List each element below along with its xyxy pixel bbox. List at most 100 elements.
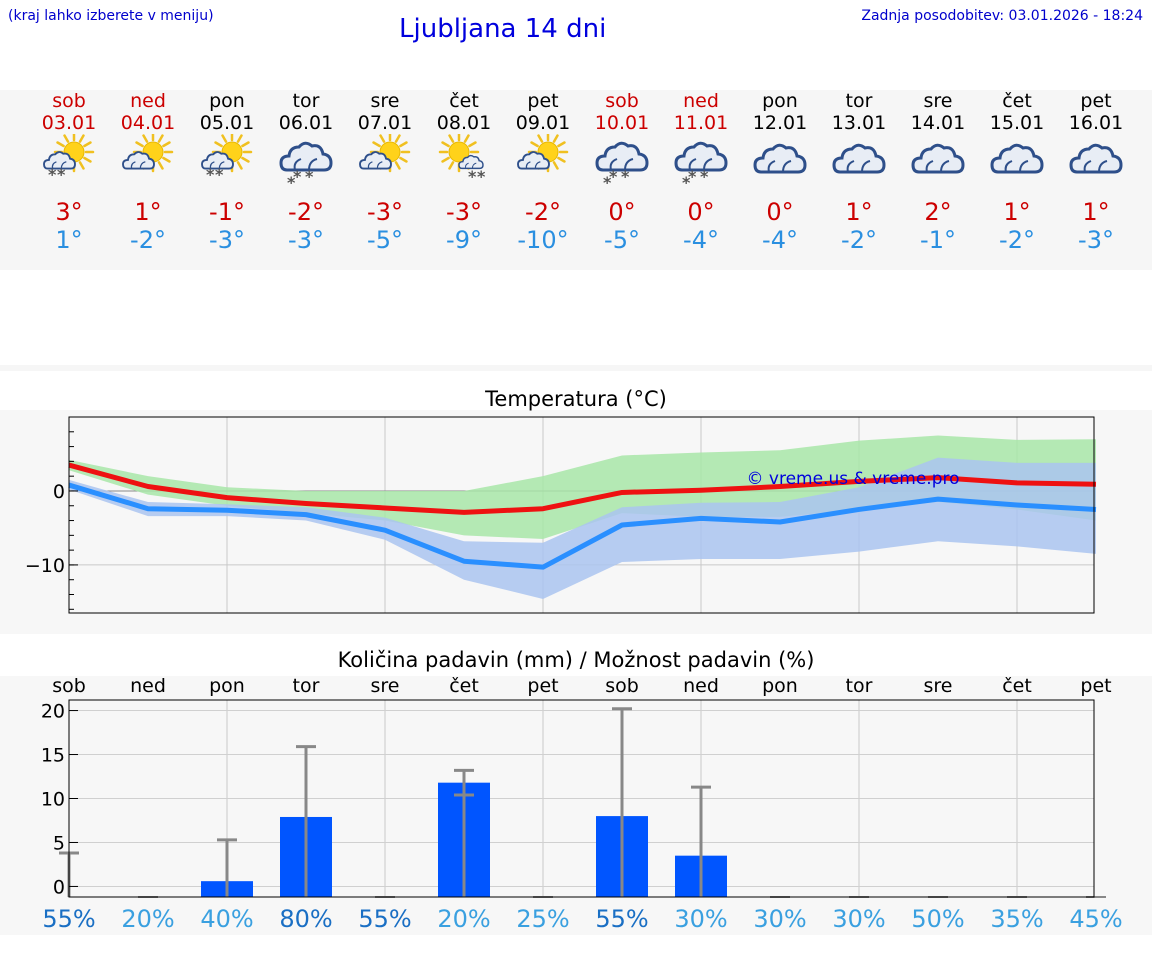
day-name: čet — [449, 90, 479, 112]
temp-max: -3° — [446, 198, 482, 226]
temp-min: -10° — [517, 226, 569, 254]
y-tick-label: 0 — [53, 481, 65, 503]
temp-max: -2° — [288, 198, 324, 226]
last-update: Zadnja posodobitev: 03.01.2026 - 18:24 — [861, 8, 1143, 24]
day-date: 07.01 — [357, 112, 413, 134]
cloud-icon — [911, 143, 965, 174]
svg-text:*: * — [468, 167, 477, 186]
svg-text:*: * — [688, 167, 697, 186]
daily-forecast-strip: sob 03.01 * * 3° 1° ned 04.01 1° -2° pon 05.01 * * -1°… — [0, 90, 1152, 270]
day-date: 05.01 — [199, 112, 255, 134]
precip-probability: 45% — [1069, 905, 1123, 933]
sun-cloud-snow-icon: * * — [201, 134, 253, 184]
precip-probability: 35% — [990, 905, 1044, 933]
day-date: 16.01 — [1068, 112, 1124, 134]
temp-max: -2° — [525, 198, 561, 226]
day-name: sob — [605, 90, 639, 112]
category-label: tor — [293, 675, 320, 697]
cloud-icon — [990, 143, 1044, 174]
temp-max: 0° — [608, 198, 636, 226]
temp-max: 0° — [766, 198, 794, 226]
temp-max: 1° — [845, 198, 873, 226]
precip-probability: 30% — [753, 905, 807, 933]
cloud-icon — [753, 143, 807, 174]
cloud-snow-icon: * ** — [674, 141, 728, 188]
precip-probability: 25% — [516, 905, 570, 933]
category-label: pon — [209, 675, 245, 697]
precipitation-chart-title: Količina padavin (mm) / Možnost padavin … — [337, 648, 815, 672]
svg-text:*: * — [293, 167, 302, 186]
category-label: tor — [846, 675, 873, 697]
day-name: tor — [845, 90, 873, 112]
min-temp-line — [68, 482, 1097, 570]
day-name: sre — [370, 90, 400, 112]
day-date: 09.01 — [515, 112, 571, 134]
temp-min: 1° — [55, 226, 83, 254]
day-name: sob — [52, 90, 86, 112]
svg-text:*: * — [57, 165, 66, 184]
day-name: tor — [292, 90, 320, 112]
category-label: sob — [52, 675, 86, 697]
category-label: čet — [1002, 675, 1032, 697]
day-date: 13.01 — [831, 112, 887, 134]
day-name: ned — [683, 90, 719, 112]
location-hint: (kraj lahko izberete v meniju) — [8, 8, 214, 24]
temp-max: 0° — [687, 198, 715, 226]
day-date: 10.01 — [594, 112, 650, 134]
cloud-icon — [1069, 143, 1123, 174]
day-name: sre — [923, 90, 953, 112]
precip-probability: 50% — [911, 905, 965, 933]
temp-min: -2° — [999, 226, 1035, 254]
max-temp-line — [68, 462, 1097, 515]
temp-min: -1° — [920, 226, 956, 254]
svg-text:*: * — [700, 167, 709, 186]
y-tick-label: 15 — [41, 745, 65, 767]
svg-text:*: * — [48, 165, 57, 184]
precip-probability: 20% — [121, 905, 175, 933]
min-temp-range-band — [69, 457, 1096, 599]
precip-probability: 55% — [42, 905, 96, 933]
temp-min: -3° — [209, 226, 245, 254]
temp-min: -5° — [604, 226, 640, 254]
y-tick-label: 10 — [41, 789, 65, 811]
day-date: 03.01 — [41, 112, 97, 134]
day-date: 06.01 — [278, 112, 334, 134]
sun-cloud-icon — [517, 134, 569, 173]
day-date: 12.01 — [752, 112, 808, 134]
svg-text:*: * — [603, 173, 612, 188]
category-label: sob — [605, 675, 639, 697]
precipitation-chart: sob ned pon tor sre čet pet sob ned pon tor sre čet p… — [41, 675, 1112, 898]
y-tick-label: 0 — [53, 876, 65, 898]
precip-probability: 55% — [358, 905, 412, 933]
temperature-chart: 0 −10 © vreme.us & vreme.pro — [25, 416, 1097, 614]
cloud-snow-icon: * ** — [595, 141, 649, 188]
precip-probability: 30% — [832, 905, 886, 933]
sun-cloud-snow-icon: * * — [43, 134, 95, 184]
temp-min: -9° — [446, 226, 482, 254]
temp-max: 3° — [55, 198, 83, 226]
watermark: © vreme.us & vreme.pro — [746, 469, 959, 489]
category-label: čet — [449, 675, 479, 697]
svg-text:*: * — [682, 173, 691, 188]
category-label: ned — [130, 675, 166, 697]
temp-max: -3° — [367, 198, 403, 226]
y-tick-label: 5 — [53, 832, 65, 854]
day-name: pon — [762, 90, 798, 112]
category-label: sre — [371, 675, 400, 697]
svg-text:*: * — [305, 167, 314, 186]
temp-max: 1° — [1003, 198, 1031, 226]
day-name: ned — [130, 90, 166, 112]
temp-max: 1° — [134, 198, 162, 226]
y-tick-label: 20 — [41, 701, 65, 723]
sun-small-cloud-snow-icon: * * — [438, 134, 486, 186]
day-date: 14.01 — [910, 112, 966, 134]
temp-min: -4° — [762, 226, 798, 254]
section-divider — [0, 365, 1152, 371]
svg-text:*: * — [206, 165, 215, 184]
precip-probability: 30% — [674, 905, 728, 933]
day-date: 11.01 — [673, 112, 729, 134]
svg-text:*: * — [609, 167, 618, 186]
plot-frame — [68, 416, 1095, 614]
svg-text:*: * — [215, 165, 224, 184]
precip-probability: 55% — [595, 905, 649, 933]
